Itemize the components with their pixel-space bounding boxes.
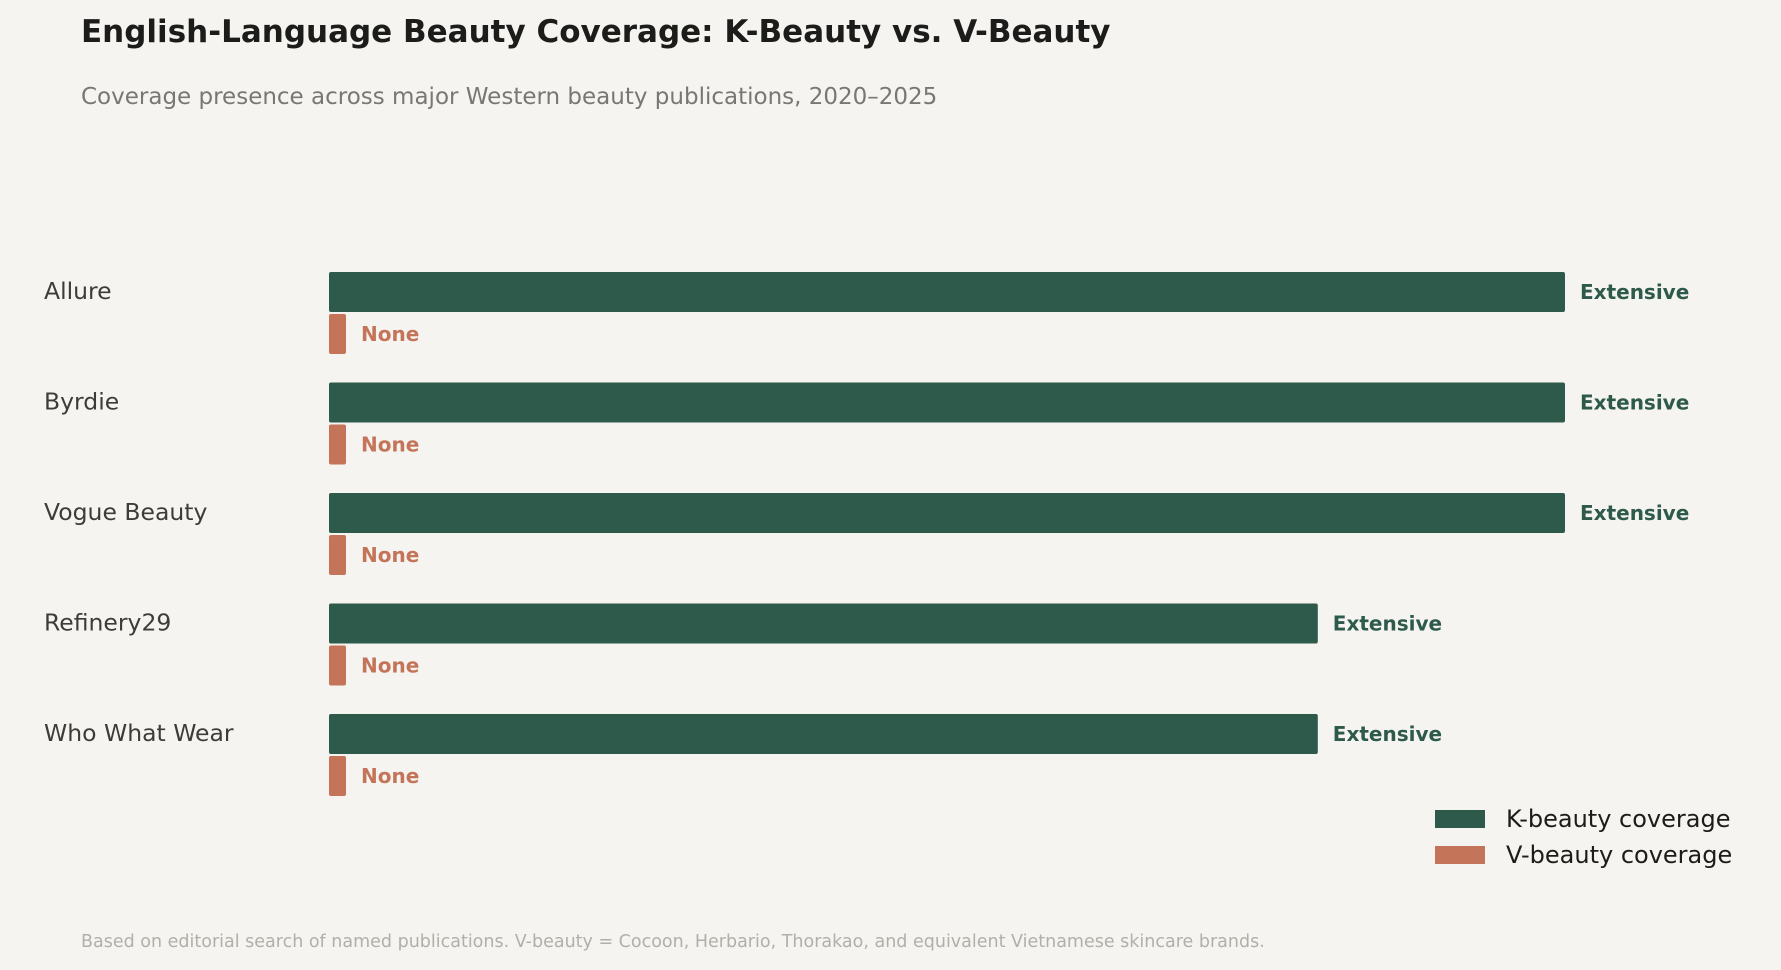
legend-entry: K-beauty coverage bbox=[1506, 805, 1730, 833]
data-label: Extensive bbox=[1333, 612, 1442, 636]
data-label: None bbox=[361, 543, 419, 567]
data-label: Extensive bbox=[1580, 501, 1689, 525]
bar bbox=[329, 382, 1565, 423]
bar bbox=[329, 314, 346, 354]
data-label: None bbox=[361, 433, 419, 457]
data-label: Extensive bbox=[1333, 722, 1442, 746]
category-label: Vogue Beauty bbox=[44, 498, 207, 526]
bar bbox=[329, 272, 1565, 312]
category-label: Allure bbox=[44, 277, 112, 305]
footnote: Based on editorial search of named publi… bbox=[81, 932, 1265, 952]
category-label: Byrdie bbox=[44, 388, 119, 416]
bar bbox=[329, 603, 1318, 644]
data-label: None bbox=[361, 654, 419, 678]
legend-swatch bbox=[1435, 846, 1485, 864]
data-label: None bbox=[361, 322, 419, 346]
bar bbox=[329, 493, 1565, 533]
bar bbox=[329, 424, 346, 465]
category-label: Who What Wear bbox=[44, 719, 234, 747]
legend-entry: V-beauty coverage bbox=[1506, 841, 1732, 869]
bar bbox=[329, 645, 346, 686]
bar bbox=[329, 535, 346, 575]
data-label: None bbox=[361, 764, 419, 788]
bar bbox=[329, 756, 346, 796]
chart-subtitle: Coverage presence across major Western b… bbox=[81, 84, 938, 110]
data-label: Extensive bbox=[1580, 280, 1689, 304]
legend-swatch bbox=[1435, 810, 1485, 828]
category-label: Refinery29 bbox=[44, 609, 171, 637]
bar bbox=[329, 714, 1318, 754]
chart-title: English-Language Beauty Coverage: K-Beau… bbox=[81, 14, 1111, 50]
data-label: Extensive bbox=[1580, 391, 1689, 415]
